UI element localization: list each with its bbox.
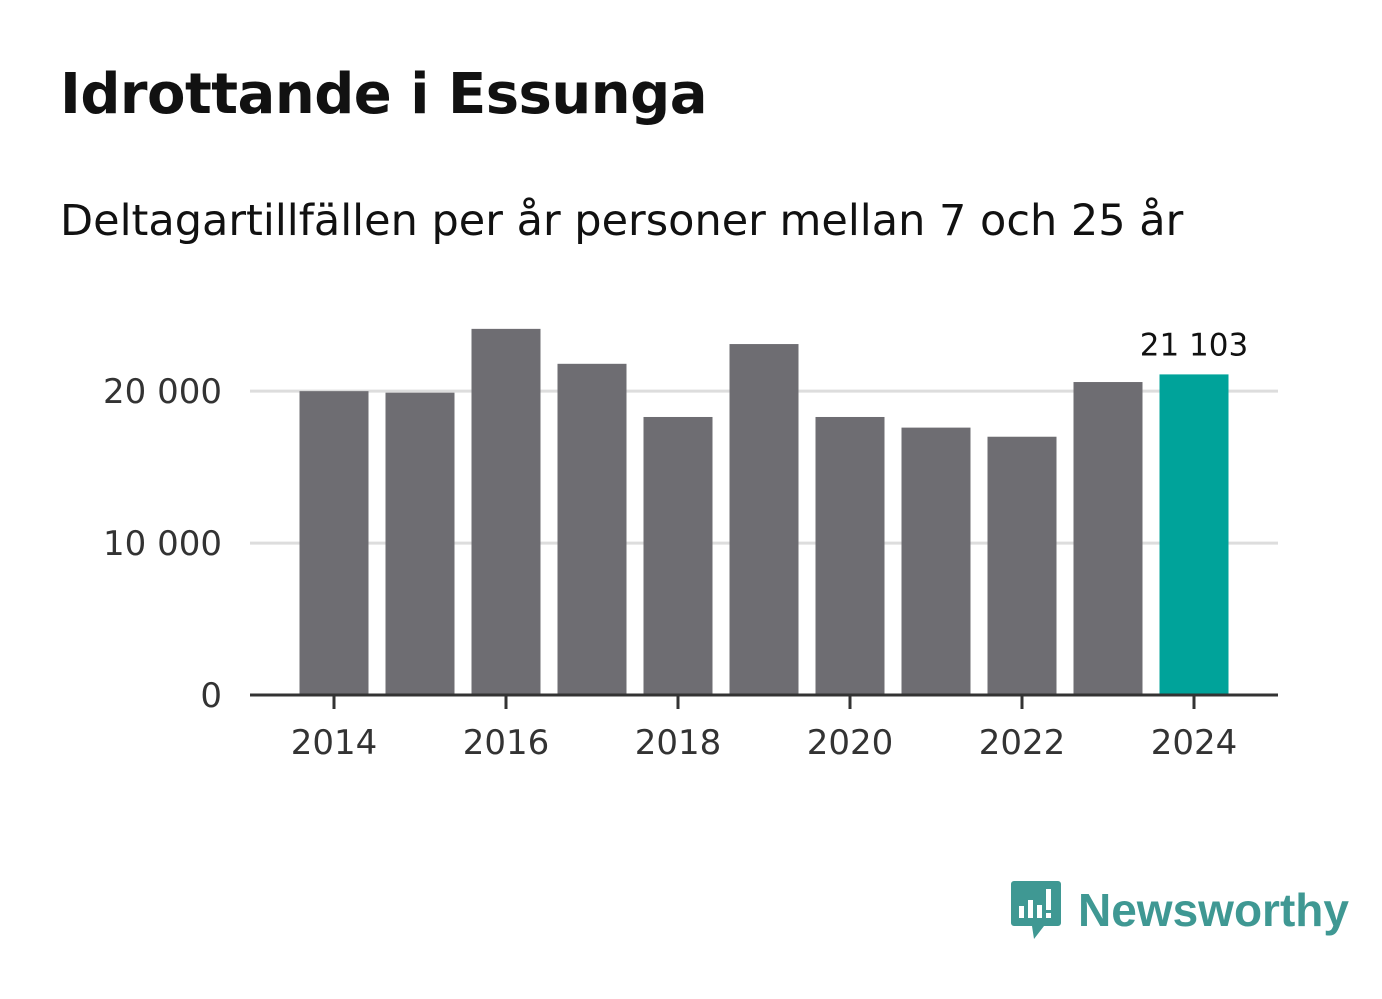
y-tick-label: 10 000 xyxy=(103,524,222,564)
chart-subtitle: Deltagartillfällen per år personer mella… xyxy=(60,196,1184,246)
bar-2023 xyxy=(1073,382,1143,695)
highlight-value-label: 21 103 xyxy=(1140,327,1248,363)
bar-2024 xyxy=(1159,374,1229,695)
labels: 0 10 000 20 000 2014 2016 2018 2020 2022 2024 21 … xyxy=(103,327,1248,763)
bar-2020 xyxy=(815,416,885,695)
newsworthy-logo: Newsworthy xyxy=(1010,878,1349,942)
x-tick-label: 2024 xyxy=(1151,723,1238,763)
bar-2022 xyxy=(987,436,1057,695)
x-tick-label: 2020 xyxy=(807,723,894,763)
y-tick-label: 0 xyxy=(200,676,222,716)
y-tick-label: 20 000 xyxy=(103,372,222,412)
x-tick-label: 2016 xyxy=(463,723,550,763)
newsworthy-bar-chart-icon xyxy=(1011,881,1061,939)
bar-2018 xyxy=(643,416,713,695)
x-tick-label: 2022 xyxy=(979,723,1066,763)
bar-2014 xyxy=(299,391,369,695)
bar-2019 xyxy=(729,344,799,695)
bar-2015 xyxy=(385,392,455,695)
bar-2021 xyxy=(901,427,971,695)
brand-name: Newsworthy xyxy=(1078,884,1349,936)
bar-2016 xyxy=(471,328,541,695)
x-tick-label: 2014 xyxy=(291,723,378,763)
bar-2017 xyxy=(557,363,627,695)
chart-title: Idrottande i Essunga xyxy=(60,62,708,127)
x-tick-label: 2018 xyxy=(635,723,722,763)
bars xyxy=(299,328,1229,695)
axes xyxy=(250,693,1278,709)
